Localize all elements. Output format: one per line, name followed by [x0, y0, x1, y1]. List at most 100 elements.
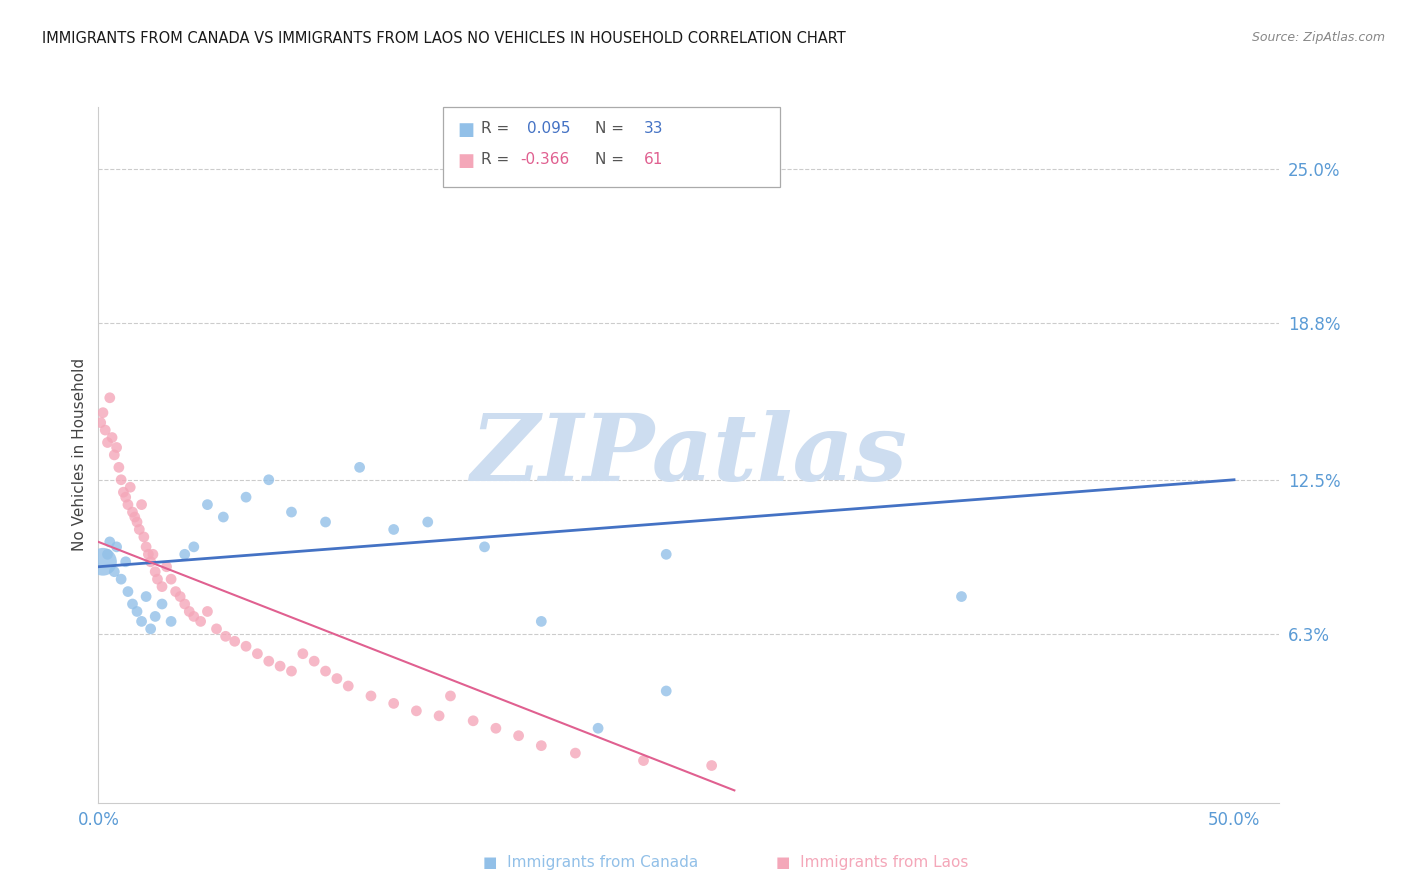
Point: [131, 498, 153, 512]
Point: [105, 441, 128, 455]
Point: [326, 672, 349, 686]
Point: [235, 639, 257, 653]
Point: [212, 510, 235, 524]
Point: [139, 622, 162, 636]
Point: [315, 664, 337, 678]
Point: [143, 565, 166, 579]
Point: [197, 605, 219, 619]
Point: [108, 460, 131, 475]
Point: [655, 684, 678, 698]
Point: [280, 664, 302, 678]
Point: [485, 721, 508, 735]
Text: 61: 61: [644, 152, 664, 167]
Point: [101, 431, 124, 445]
Point: [146, 572, 169, 586]
Text: ■  Immigrants from Laos: ■ Immigrants from Laos: [776, 855, 967, 870]
Point: [91, 555, 114, 569]
Point: [143, 609, 166, 624]
Point: [474, 540, 496, 554]
Point: [315, 515, 337, 529]
Point: [98, 534, 121, 549]
Point: [508, 729, 530, 743]
Point: [235, 490, 257, 504]
Point: [121, 505, 143, 519]
Point: [135, 590, 157, 604]
Text: N =: N =: [595, 121, 628, 136]
Text: IMMIGRANTS FROM CANADA VS IMMIGRANTS FROM LAOS NO VEHICLES IN HOUSEHOLD CORRELAT: IMMIGRANTS FROM CANADA VS IMMIGRANTS FRO…: [42, 31, 846, 46]
Point: [128, 523, 150, 537]
Point: [110, 473, 132, 487]
Point: [121, 597, 143, 611]
Point: [633, 754, 655, 768]
Point: [586, 721, 609, 735]
Point: [382, 697, 405, 711]
Point: [169, 590, 191, 604]
Text: ■  Immigrants from Canada: ■ Immigrants from Canada: [482, 855, 699, 870]
Point: [360, 689, 382, 703]
Point: [150, 597, 173, 611]
Point: [103, 448, 125, 462]
Point: [463, 714, 485, 728]
Point: [257, 473, 280, 487]
Point: [132, 530, 155, 544]
Point: [150, 580, 173, 594]
Point: [90, 416, 112, 430]
Point: [114, 490, 136, 504]
Point: [246, 647, 269, 661]
Point: [179, 605, 201, 619]
Text: 33: 33: [644, 121, 664, 136]
Point: [135, 540, 157, 554]
Point: [214, 629, 236, 643]
Point: [173, 547, 195, 561]
Point: [280, 505, 302, 519]
Point: [94, 423, 117, 437]
Point: [439, 689, 461, 703]
Point: [138, 547, 160, 561]
Point: [117, 584, 139, 599]
Point: [131, 615, 153, 629]
Point: [655, 547, 678, 561]
Point: [416, 515, 439, 529]
Point: [224, 634, 246, 648]
Point: [190, 615, 212, 629]
Point: [205, 622, 228, 636]
Point: [114, 555, 136, 569]
Point: [183, 540, 205, 554]
Point: [183, 609, 205, 624]
Point: [125, 605, 148, 619]
Text: N =: N =: [595, 152, 628, 167]
Text: Source: ZipAtlas.com: Source: ZipAtlas.com: [1251, 31, 1385, 45]
Y-axis label: No Vehicles in Household: No Vehicles in Household: [72, 359, 87, 551]
Point: [110, 572, 132, 586]
Point: [257, 654, 280, 668]
Text: R =: R =: [481, 121, 515, 136]
Point: [160, 572, 183, 586]
Point: [155, 559, 177, 574]
Text: -0.366: -0.366: [520, 152, 569, 167]
Point: [125, 515, 148, 529]
Point: [302, 654, 325, 668]
Point: [165, 584, 187, 599]
Point: [96, 547, 118, 561]
Point: [382, 523, 405, 537]
Point: [91, 406, 114, 420]
Point: [197, 498, 219, 512]
Point: [124, 510, 146, 524]
Point: [950, 590, 973, 604]
Point: [291, 647, 314, 661]
Point: [530, 615, 553, 629]
Point: [160, 615, 183, 629]
Point: [120, 480, 142, 494]
Text: R =: R =: [481, 152, 515, 167]
Point: [117, 498, 139, 512]
Point: [405, 704, 427, 718]
Point: [530, 739, 553, 753]
Point: [337, 679, 360, 693]
Text: ZIPatlas: ZIPatlas: [471, 410, 907, 500]
Point: [96, 435, 118, 450]
Point: [98, 391, 121, 405]
Point: [700, 758, 723, 772]
Point: [427, 708, 450, 723]
Point: [564, 746, 586, 760]
Point: [349, 460, 371, 475]
